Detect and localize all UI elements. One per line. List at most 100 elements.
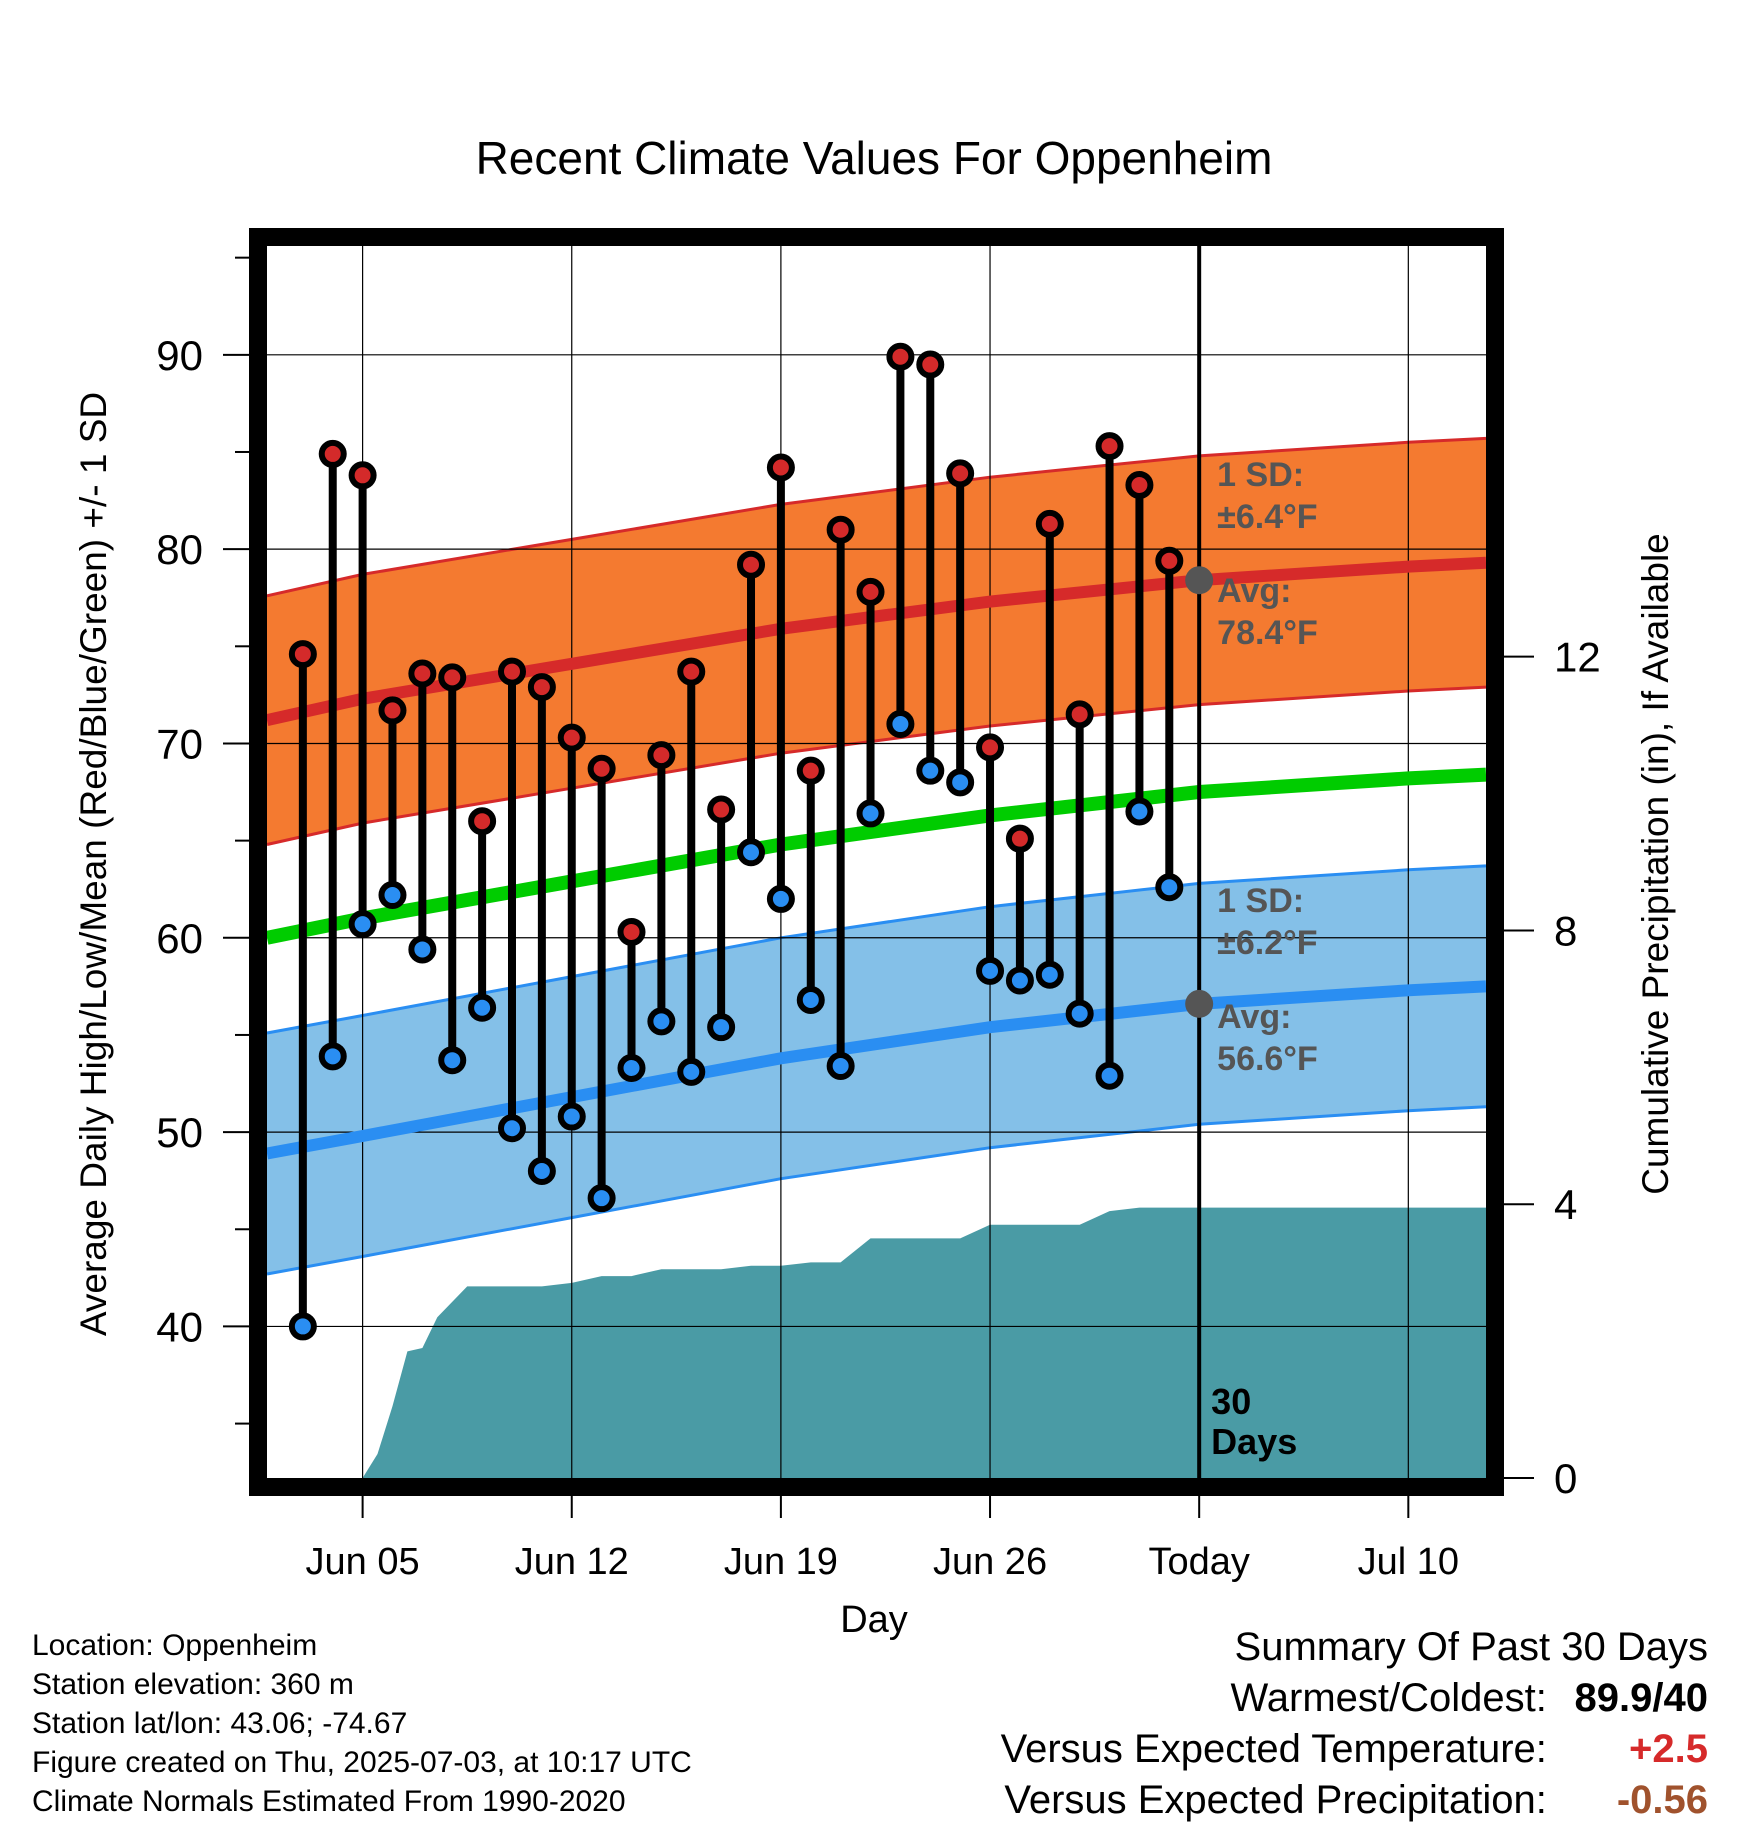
daily-low-point [826,1052,855,1081]
high-sd-upper-edge [266,436,1487,598]
daily-high-point [468,807,497,836]
y-left-tick-label: 70 [156,720,203,767]
low-sd-label: 1 SD: [1217,882,1304,920]
summary-precip-row: Versus Expected Precipitation: -0.56 [1001,1775,1708,1826]
summary-precip-value: -0.56 [1616,1778,1708,1822]
daily-low-point [288,1312,317,1341]
daily-high-point [826,515,855,544]
y-right-tick-label: 0 [1554,1455,1577,1502]
today-days-label: 30 Days [1211,1381,1297,1462]
daily-low-point [647,1007,676,1036]
daily-low-point [976,956,1005,985]
daily-low-point [766,884,795,913]
daily-high-point [766,453,795,482]
precipitation-layer [362,1207,1487,1478]
daily-high-point [617,917,646,946]
y-left-tick-label: 50 [156,1109,203,1156]
daily-low-point [438,1046,467,1075]
x-tick-label: Jul 10 [1358,1541,1459,1583]
daily-low-point [737,838,766,867]
info-elevation: Station elevation: 360 m [32,1668,354,1701]
low-sd-lower-edge [266,1105,1487,1276]
low-sd-upper-edge [266,864,1487,1035]
chart-title: Recent Climate Values For Oppenheim [476,132,1273,184]
summary-panel: Summary Of Past 30 Days Warmest/Coldest:… [1001,1622,1708,1826]
daily-high-point [707,795,736,824]
high-avg-value: 78.4°F [1217,614,1318,652]
daily-low-point [557,1102,586,1131]
precip-area [362,1207,1487,1478]
daily-high-point [348,461,377,490]
high-avg-label: Avg: [1217,572,1291,610]
daily-low-point [497,1114,526,1143]
y-right-tick-label: 12 [1554,634,1601,681]
daily-high-point [288,640,317,669]
normal-low-line [265,980,1487,1160]
summary-temp-label: Versus Expected Temperature: [1000,1727,1547,1771]
summary-temp-value: +2.5 [1629,1727,1708,1771]
daily-high-point [378,696,407,725]
annotations: 1 SD: ±6.4°F Avg: 78.4°F 1 SD: ±6.2°F Avg: 56.6… [1185,456,1318,1078]
daily-high-point [1125,471,1154,500]
daily-high-point [438,663,467,692]
daily-low-point [1155,873,1184,902]
daily-high-point [1035,509,1064,538]
x-tick-label: Jun 05 [306,1541,420,1583]
summary-precip-label: Versus Expected Precipitation: [1004,1778,1547,1822]
low-avg-value: 56.6°F [1217,1040,1318,1078]
summary-title: Summary Of Past 30 Days [1234,1625,1708,1669]
daily-high-point [796,756,825,785]
daily-high-point [677,657,706,686]
high-sd-value: ±6.4°F [1217,498,1317,536]
normal-lines [265,556,1487,1160]
daily-low-point [1095,1061,1124,1090]
y-right-tick-label: 8 [1554,907,1577,954]
daily-high-point [946,459,975,488]
y-left-tick-label: 90 [156,332,203,379]
daily-low-point [946,768,975,797]
low-sd-value: ±6.2°F [1217,924,1317,962]
daily-high-point [1065,700,1094,729]
plot-border [249,228,1504,1496]
high-sd-lower-edge [266,685,1487,846]
daily-high-point [856,577,885,606]
x-tick-label: Today [1148,1541,1249,1583]
daily-high-point [916,350,945,379]
summary-temp-row: Versus Expected Temperature: +2.5 [1001,1724,1708,1775]
y-left-tick-label: 40 [156,1303,203,1350]
daily-high-point [647,741,676,770]
daily-high-point [587,754,616,783]
daily-high-point [976,733,1005,762]
daily-low-point [527,1156,556,1185]
daily-low-point [1065,999,1094,1028]
daily-low-point [1125,797,1154,826]
summary-warm-cold-label: Warmest/Coldest: [1230,1676,1547,1720]
info-normals: Climate Normals Estimated From 1990-2020 [32,1785,626,1818]
daily-low-point [677,1057,706,1086]
high-sd-label: 1 SD: [1217,456,1304,494]
daily-low-point [587,1184,616,1213]
low-avg-marker [1185,989,1214,1018]
daily-low-point [617,1053,646,1082]
daily-low-point [408,935,437,964]
daily-low-point [348,910,377,939]
y-axis-label-left: Average Daily High/Low/Mean (Red/Blue/Gr… [73,392,114,1336]
daily-high-point [557,723,586,752]
y-right-tick-label: 4 [1554,1181,1577,1228]
plot-frame [249,228,1504,1496]
daily-low-point [707,1013,736,1042]
summary-warm-cold-value: 89.9/40 [1574,1676,1708,1720]
high-avg-marker [1185,566,1214,595]
info-latlon: Station lat/lon: 43.06; -74.67 [32,1707,408,1740]
summary-warm-cold-row: Warmest/Coldest: 89.9/40 [1001,1673,1709,1724]
normal-high-line [265,556,1487,726]
daily-high-point [527,673,556,702]
y-axis-label-right: Cumulative Precipitation (in), If Availa… [1635,533,1676,1195]
daily-high-point [737,550,766,579]
normal-mean-line [265,767,1487,945]
daily-high-point [408,659,437,688]
daily-low-point [856,799,885,828]
x-tick-label: Jun 12 [515,1541,629,1583]
daily-low-point [378,881,407,910]
daily-low-point [468,993,497,1022]
